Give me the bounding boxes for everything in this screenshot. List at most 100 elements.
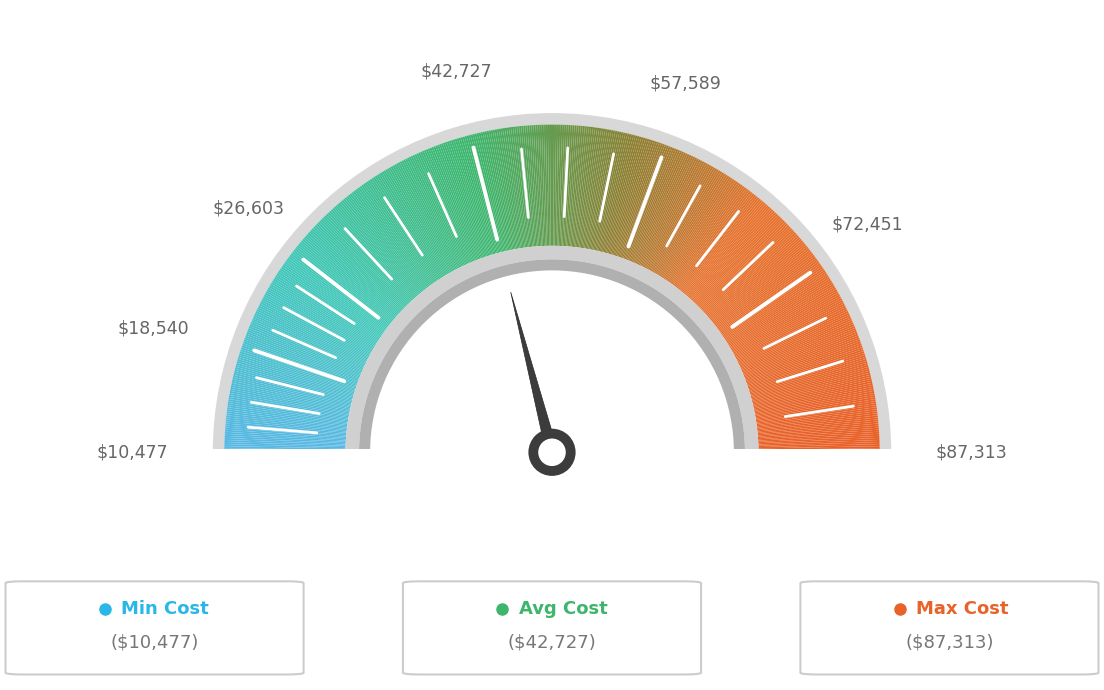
Wedge shape [458, 137, 495, 255]
Wedge shape [739, 311, 849, 364]
Wedge shape [420, 152, 470, 264]
Wedge shape [725, 275, 829, 342]
Wedge shape [385, 169, 448, 275]
Wedge shape [467, 135, 499, 253]
Wedge shape [558, 125, 562, 246]
Wedge shape [344, 197, 423, 293]
Wedge shape [433, 146, 478, 260]
Wedge shape [680, 195, 756, 290]
Wedge shape [513, 127, 529, 247]
Wedge shape [574, 126, 590, 247]
Wedge shape [752, 368, 870, 401]
Wedge shape [753, 377, 871, 406]
Wedge shape [750, 357, 867, 393]
Wedge shape [299, 241, 394, 321]
Wedge shape [709, 239, 802, 319]
Wedge shape [661, 175, 728, 278]
Wedge shape [495, 129, 517, 249]
Wedge shape [502, 128, 522, 248]
Wedge shape [744, 333, 858, 379]
Wedge shape [450, 140, 489, 256]
Text: ($10,477): ($10,477) [110, 634, 199, 652]
Wedge shape [713, 246, 808, 324]
Circle shape [529, 428, 575, 476]
Wedge shape [497, 129, 519, 249]
Wedge shape [648, 162, 707, 270]
Wedge shape [224, 442, 346, 447]
Wedge shape [737, 309, 848, 363]
Wedge shape [713, 248, 809, 325]
Wedge shape [276, 273, 379, 341]
Wedge shape [505, 128, 523, 248]
Wedge shape [487, 130, 512, 250]
Wedge shape [664, 177, 731, 279]
Wedge shape [749, 351, 864, 390]
Wedge shape [231, 387, 350, 413]
Wedge shape [229, 397, 349, 419]
Wedge shape [747, 345, 862, 386]
Wedge shape [751, 365, 869, 398]
Wedge shape [757, 415, 878, 431]
Wedge shape [729, 282, 834, 346]
Wedge shape [426, 149, 474, 262]
Wedge shape [569, 126, 581, 246]
Wedge shape [360, 186, 432, 285]
Wedge shape [749, 353, 864, 391]
Wedge shape [732, 290, 838, 352]
Wedge shape [231, 383, 350, 410]
Wedge shape [626, 146, 671, 260]
Wedge shape [405, 159, 460, 268]
Wedge shape [468, 135, 500, 253]
Wedge shape [564, 125, 573, 246]
Wedge shape [265, 293, 372, 353]
Wedge shape [673, 187, 746, 286]
Wedge shape [213, 113, 891, 453]
Wedge shape [538, 125, 544, 246]
Wedge shape [745, 337, 860, 381]
Wedge shape [241, 347, 357, 387]
Wedge shape [598, 133, 627, 251]
Wedge shape [730, 286, 835, 348]
Wedge shape [676, 190, 750, 288]
Wedge shape [376, 175, 443, 278]
Wedge shape [756, 399, 875, 420]
Wedge shape [641, 157, 696, 266]
Wedge shape [697, 219, 784, 306]
Wedge shape [246, 333, 360, 379]
Wedge shape [254, 315, 364, 366]
Wedge shape [448, 141, 488, 256]
Text: $72,451: $72,451 [831, 215, 903, 233]
Wedge shape [289, 255, 388, 329]
Wedge shape [394, 164, 454, 271]
Wedge shape [602, 135, 634, 253]
Wedge shape [285, 262, 384, 333]
Wedge shape [528, 126, 538, 246]
Wedge shape [275, 275, 379, 342]
Wedge shape [622, 144, 665, 259]
Wedge shape [743, 328, 856, 375]
Wedge shape [411, 156, 464, 266]
Wedge shape [733, 295, 840, 354]
Wedge shape [617, 141, 657, 257]
Wedge shape [526, 126, 537, 246]
Wedge shape [509, 127, 527, 248]
Wedge shape [361, 185, 433, 284]
Wedge shape [326, 213, 411, 303]
Wedge shape [544, 125, 548, 246]
Wedge shape [707, 235, 799, 317]
Wedge shape [630, 149, 678, 262]
Wedge shape [576, 127, 593, 248]
Wedge shape [665, 178, 733, 280]
Wedge shape [507, 128, 524, 248]
Wedge shape [623, 145, 667, 259]
Wedge shape [643, 157, 697, 267]
Wedge shape [550, 124, 552, 246]
Wedge shape [746, 342, 861, 384]
Wedge shape [647, 161, 704, 270]
Wedge shape [351, 192, 426, 289]
Wedge shape [242, 343, 358, 385]
Wedge shape [262, 298, 370, 356]
Wedge shape [559, 125, 564, 246]
FancyBboxPatch shape [403, 581, 701, 675]
Wedge shape [649, 163, 708, 270]
